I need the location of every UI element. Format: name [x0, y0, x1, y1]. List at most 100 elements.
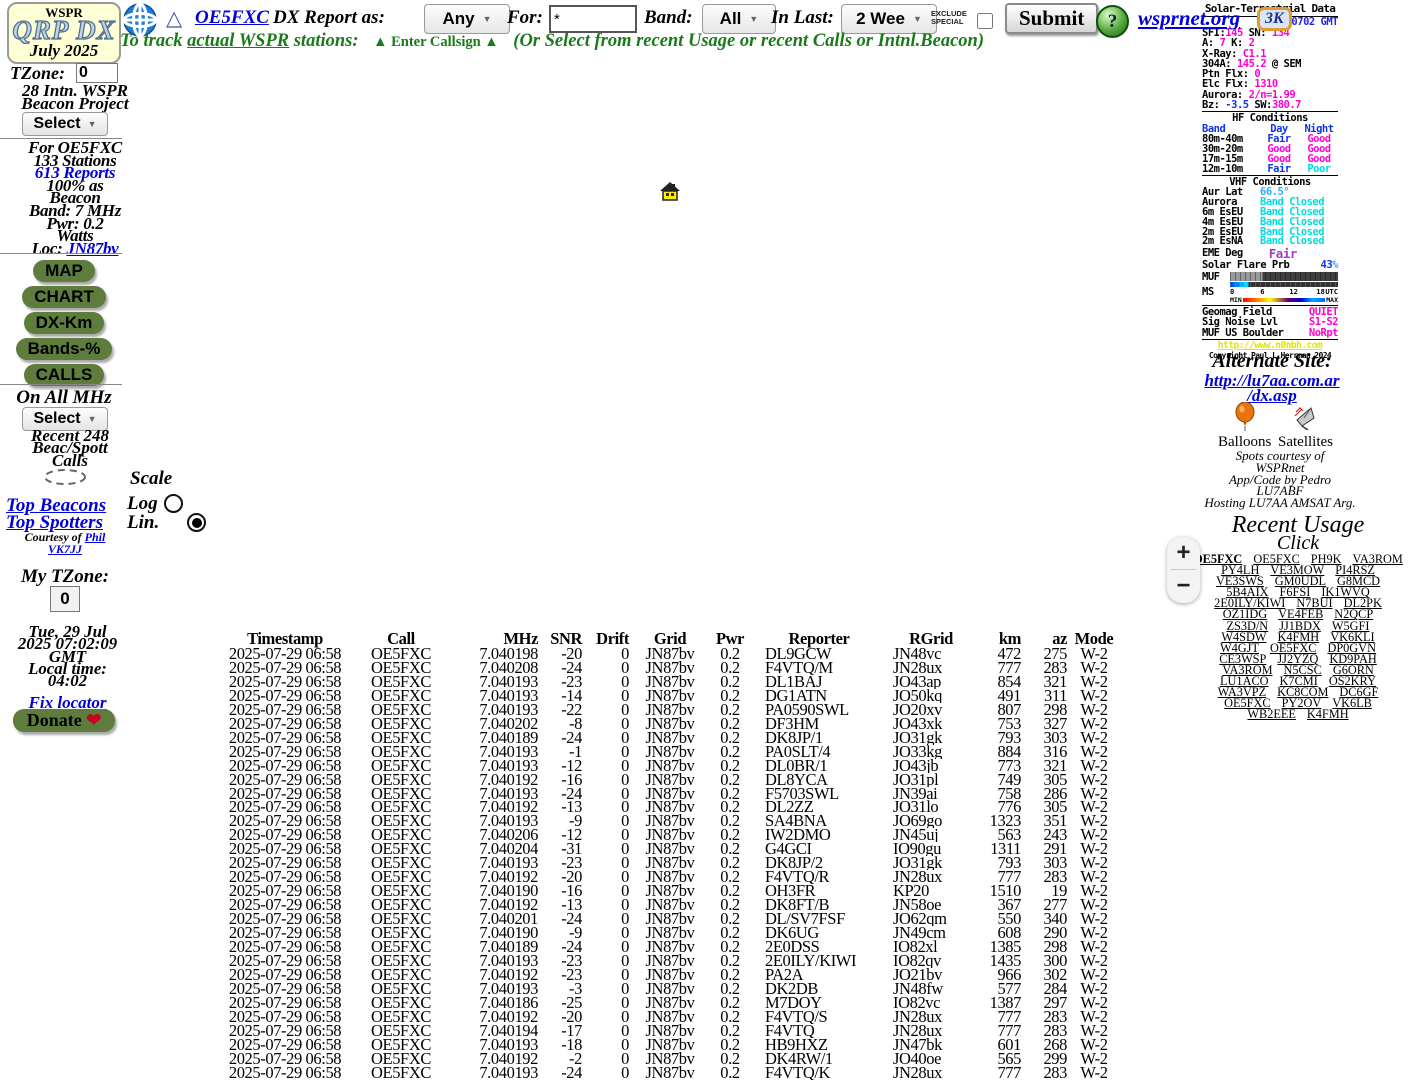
recent-usage-link[interactable]: OE5FXC: [1253, 552, 1300, 566]
recent-usage-link[interactable]: OZ1IDG: [1222, 607, 1268, 622]
callsign-search-input[interactable]: [549, 5, 637, 33]
phil-link[interactable]: Phil: [84, 530, 106, 544]
recent-usage-link[interactable]: PH9K: [1310, 552, 1342, 566]
recent-usage-link[interactable]: GM0UDL: [1274, 574, 1327, 589]
report-as-dropdown[interactable]: Any ▼: [424, 4, 510, 34]
recent-usage-link[interactable]: DL2PK: [1343, 596, 1382, 611]
recent-usage-link[interactable]: VE4FEB: [1278, 607, 1324, 622]
recent-usage-link[interactable]: IK1WVQ: [1321, 585, 1370, 600]
donate-button[interactable]: Donate ❤: [12, 709, 116, 732]
fix-locator-link[interactable]: Fix locator: [28, 693, 107, 712]
band-dropdown[interactable]: All ▼: [702, 4, 776, 34]
cell-grid: JN87bv: [645, 786, 695, 801]
recent-usage-link[interactable]: VA3ROM: [1222, 662, 1273, 677]
recent-usage-link[interactable]: G8MCD: [1337, 574, 1381, 589]
recent-usage-link[interactable]: K4FMH: [1306, 707, 1349, 722]
cell-snr: -31: [561, 842, 582, 857]
recent-usage-link[interactable]: W5GFI: [1331, 618, 1370, 633]
cell-grid: JN87bv: [645, 940, 695, 954]
recent-usage-link[interactable]: KC8COM: [1277, 685, 1329, 700]
cell-snr: -24: [561, 940, 582, 954]
recent-usage-link[interactable]: 5B4AIX: [1226, 585, 1269, 600]
satellite-dish-icon[interactable]: [1292, 404, 1318, 430]
dx-km-button[interactable]: DX-Km: [23, 312, 105, 334]
recent-usage-link[interactable]: VA3ROM: [1352, 552, 1403, 566]
map-button[interactable]: MAP: [33, 260, 95, 282]
recent-usage-link[interactable]: WB2EEE: [1247, 707, 1296, 722]
recent-usage-link[interactable]: OS2KRY: [1328, 674, 1376, 689]
spot-count-badge[interactable]: 3K: [1257, 7, 1292, 31]
solar-gmt-time: 0702 GMT: [1291, 16, 1338, 28]
balloons-label[interactable]: Balloons: [1218, 434, 1272, 450]
cell-az: 298: [1043, 940, 1067, 954]
cell-km: 491: [997, 688, 1021, 703]
home-marker-icon[interactable]: [660, 182, 680, 202]
n0nbh-link[interactable]: http://www.n0nbh.com: [1217, 340, 1323, 352]
recent-usage-link[interactable]: JJ2YZQ: [1277, 651, 1319, 666]
recent-usage-link[interactable]: WA3VPZ: [1217, 685, 1267, 700]
cell-mhz: 7.040192: [479, 1051, 538, 1066]
recent-usage-link[interactable]: N7BUI: [1296, 596, 1333, 611]
recent-usage-link[interactable]: G6ORN: [1332, 662, 1374, 677]
stats-reports-link[interactable]: 613 Reports: [34, 163, 116, 183]
chart-button[interactable]: CHART: [22, 286, 106, 308]
scale-lin-radio[interactable]: [187, 513, 206, 532]
recent-usage-link[interactable]: VE3MOW: [1270, 563, 1325, 578]
table-row: 2025-07-29 06:58 OE5FXC 7.040189 -24 0 JN87bv…: [210, 940, 1121, 954]
bands-pct-button[interactable]: Bands-%: [15, 338, 113, 360]
callsign-link[interactable]: OE5FXC: [195, 7, 269, 28]
recent-usage-link[interactable]: VK6KLI: [1330, 629, 1375, 644]
recent-usage-link[interactable]: LU1ACO: [1220, 674, 1269, 689]
alternate-site-link-2[interactable]: /dx.asp: [1247, 386, 1297, 405]
mhz-select-dropdown[interactable]: Select ▼: [22, 407, 108, 431]
submit-button[interactable]: Submit: [1005, 3, 1099, 34]
in-last-dropdown[interactable]: 2 Wee ▼: [841, 4, 937, 34]
wsprnet-link[interactable]: wsprnet.org: [1138, 6, 1241, 30]
recent-usage-link[interactable]: JJ1BDX: [1279, 618, 1321, 633]
zoom-in-button[interactable]: +: [1176, 539, 1191, 566]
zoom-out-button[interactable]: −: [1176, 572, 1191, 599]
top-spotters-link[interactable]: Top Spotters: [6, 512, 103, 533]
recent-usage-link[interactable]: DP0GVN: [1327, 640, 1376, 655]
recent-usage-link[interactable]: 2E0ILY/KIWI: [1214, 596, 1286, 611]
recent-usage-link[interactable]: PY4LH: [1221, 563, 1260, 578]
clock-line1: Tue, 29 Jul: [28, 622, 107, 641]
alternate-site-link-1[interactable]: http://lu7aa.com.ar: [1204, 371, 1340, 390]
recent-usage-link[interactable]: ZS3D/N: [1226, 618, 1269, 633]
recent-usage-link[interactable]: VK6LB: [1332, 696, 1372, 711]
balloon-icon[interactable]: [1234, 402, 1256, 432]
satellites-label[interactable]: Satellites: [1278, 434, 1333, 450]
recent-usage-link[interactable]: DC6GF: [1339, 685, 1379, 700]
recent-usage-link[interactable]: F6FSI: [1279, 585, 1311, 600]
recent-usage-link[interactable]: OE5FXC: [1269, 640, 1317, 655]
my-tzone-input[interactable]: [50, 586, 80, 612]
recent-usage-link[interactable]: K7CMI: [1279, 674, 1318, 689]
calls-button[interactable]: CALLS: [23, 364, 105, 386]
top-beacons-link[interactable]: Top Beacons: [6, 495, 107, 516]
recent-usage-link[interactable]: W4SDW: [1221, 629, 1267, 644]
table-row: 2025-07-29 06:58 OE5FXC 7.040189 -24 0 JN87bv…: [210, 731, 1121, 745]
cell-snr: -12: [561, 828, 582, 843]
recent-usage-link[interactable]: CE3WSP: [1219, 651, 1267, 666]
recent-usage-link[interactable]: OE5FXC: [1193, 552, 1243, 566]
help-icon[interactable]: ?: [1096, 5, 1129, 38]
locator-link[interactable]: JN87bv: [66, 238, 119, 258]
recent-usage-link[interactable]: KD9PAH: [1329, 651, 1377, 666]
recent-usage-link[interactable]: PI4RSZ: [1335, 563, 1375, 578]
cell-rgrid: JN28ux: [893, 1065, 942, 1080]
cell-call: OE5FXC: [371, 953, 431, 968]
beacon-select-dropdown[interactable]: Select ▼: [22, 112, 108, 136]
recent-usage-link[interactable]: N2QCP: [1334, 607, 1374, 622]
recent-usage-link[interactable]: N5CSC: [1283, 662, 1322, 677]
scale-log-radio[interactable]: [164, 494, 183, 513]
solar-data-line: X-Ray: C1.1: [1202, 47, 1267, 60]
cell-az: 351: [1043, 814, 1067, 829]
recent-usage-link[interactable]: K4FMH: [1277, 629, 1320, 644]
recent-usage-link[interactable]: VE3SWS: [1215, 574, 1264, 589]
exclude-special-checkbox[interactable]: [977, 13, 993, 29]
recent-usage-link[interactable]: OE5FXC: [1224, 696, 1271, 711]
recent-usage-link[interactable]: PY2OV: [1281, 696, 1322, 711]
recent-usage-link[interactable]: W4GJT: [1220, 640, 1259, 655]
tzone-input[interactable]: [76, 63, 118, 83]
vk7jj-link[interactable]: VK7JJ: [47, 542, 82, 556]
